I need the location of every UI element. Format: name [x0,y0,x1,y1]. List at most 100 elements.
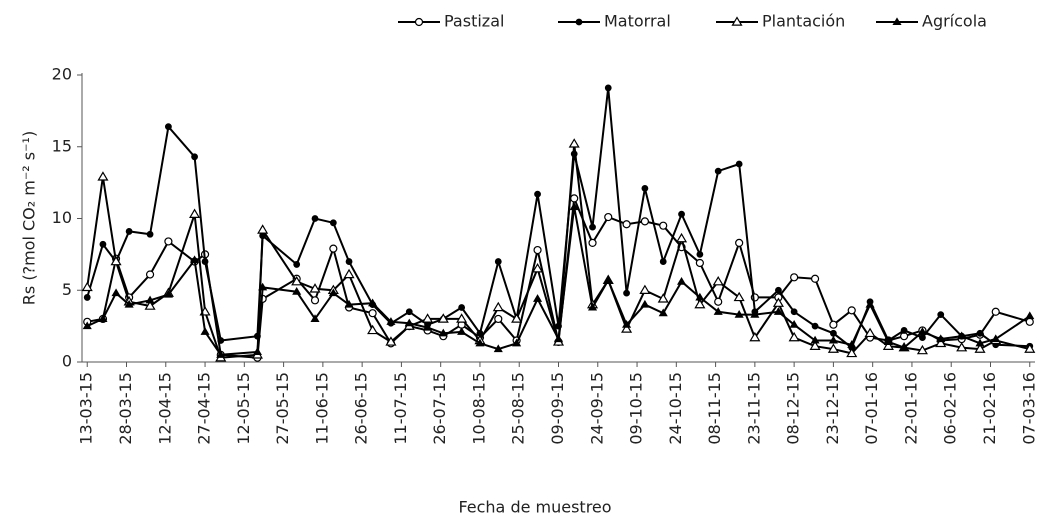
legend-marker [892,17,902,26]
data-point [533,245,542,255]
data-point [775,286,782,294]
data-point [603,275,613,284]
data-point [216,350,226,358]
data-point [533,294,543,302]
data-point [810,335,820,344]
data-point [788,331,800,342]
data-point [734,309,744,318]
data-point [512,338,522,347]
data-point [714,297,723,306]
data-point [749,331,761,342]
data-point [658,308,668,317]
data-point [191,153,198,161]
data-point [900,327,908,334]
data-point [694,298,706,309]
x-tick-label: 10-08-15 [469,372,488,445]
legend-marker [414,17,424,27]
data-point [882,340,894,350]
data-point [422,313,434,323]
x-tick-label: 23-12-15 [823,372,842,445]
data-point [309,283,321,293]
x-tick-label: 27-04-15 [195,372,214,445]
y-tick-label: 0 [62,352,72,371]
data-point [588,238,597,247]
data-point [201,258,209,265]
data-point [569,202,579,211]
data-point [456,313,468,323]
data-point [639,284,651,294]
data-point [343,268,355,279]
data-point [328,288,338,297]
data-point [917,327,927,335]
data-point [974,343,986,353]
data-point [475,338,485,347]
data-point [437,313,449,323]
data-point [345,258,353,265]
data-point [292,287,302,295]
x-tick-label: 26-06-15 [352,372,371,445]
data-point [146,230,154,238]
x-tick-label: 25-08-15 [509,372,528,445]
data-point [750,309,760,318]
x-tick-label: 26-07-15 [430,372,449,445]
data-point [1024,343,1036,353]
data-point [164,237,173,246]
x-tick-label: 07-01-16 [862,372,881,445]
data-point [534,190,541,198]
legend-marker [575,18,583,26]
data-point [735,160,743,168]
data-point [494,258,502,265]
data-point [677,276,687,285]
data-point [217,337,225,344]
data-point [83,294,91,301]
data-point [589,223,596,231]
data-point [329,244,338,253]
data-point [919,334,926,342]
data-point [696,250,704,258]
data-point [676,232,688,243]
data-point [144,300,156,310]
data-point [809,340,821,350]
data-point [695,258,704,268]
data-point [827,343,839,353]
legend-label: Agrícola [922,12,987,31]
x-tick-label: 24-10-15 [666,372,685,445]
data-point [494,314,503,324]
x-tick-label: 22-01-16 [901,372,920,445]
data-point [457,327,467,335]
y-tick-label: 10 [52,208,72,227]
legend-marker [731,16,743,26]
x-axis-label: Fecha de muestreo [458,498,611,517]
data-point [899,342,909,351]
data-point [405,308,413,316]
x-tick-label: 21-02-16 [980,372,999,445]
data-point [164,123,172,131]
data-point [735,238,744,247]
data-point [659,258,667,265]
x-tick-label: 08-12-15 [784,372,803,445]
data-point [883,337,893,345]
data-point [678,210,685,218]
data-point [404,318,414,327]
data-point [712,275,724,286]
data-point [975,338,985,347]
data-point [367,324,379,335]
data-point [640,217,649,226]
data-point [493,344,503,353]
data-point [713,307,723,315]
data-point [623,289,630,297]
data-point [82,321,92,330]
data-point [641,184,649,192]
series-line [86,206,1031,356]
data-point [438,328,448,337]
data-point [81,281,93,292]
data-point [98,314,108,322]
data-point [386,317,396,325]
data-point [258,282,268,291]
data-point [189,208,201,218]
data-point [733,291,745,302]
y-tick-label: 5 [62,280,72,299]
y-axis-label: Rs (?mol CO₂ m⁻² s⁻¹) [20,131,39,305]
data-point [695,292,705,301]
